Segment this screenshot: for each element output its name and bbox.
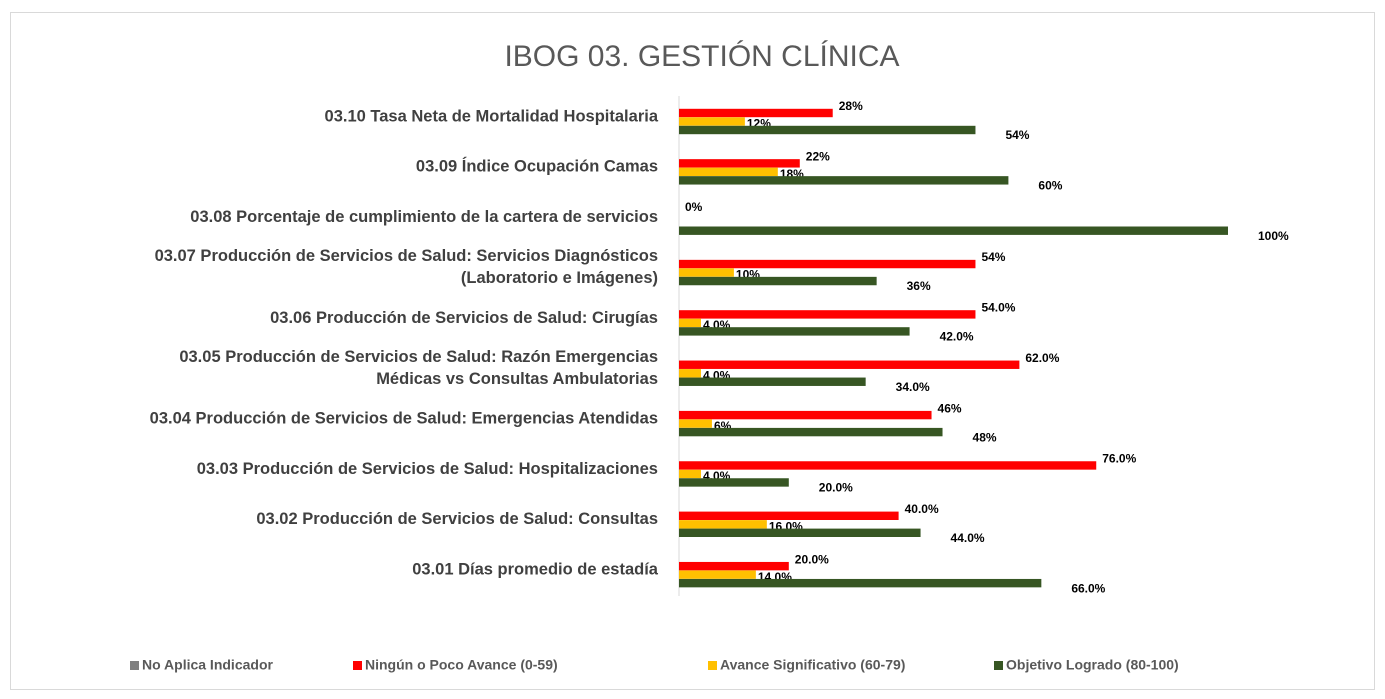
legend-label: Avance Significativo (60-79) (720, 657, 905, 673)
value-label: 54% (1005, 128, 1029, 142)
legend-label: No Aplica Indicador (142, 657, 273, 673)
bar (679, 176, 1009, 185)
legend-swatch (353, 661, 362, 670)
bar (679, 570, 756, 579)
value-label: 20.0% (819, 481, 853, 495)
category-label: 03.10 Tasa Neta de Mortalidad Hospitalar… (325, 107, 659, 125)
bar (679, 268, 734, 277)
category-line: 03.05 Producción de Servicios de Salud: … (179, 348, 658, 366)
bar (679, 276, 877, 286)
legend-label: Objetivo Logrado (80-100) (1006, 657, 1179, 673)
bar (679, 159, 800, 168)
value-label: 54% (981, 250, 1005, 264)
category-label: 03.02 Producción de Servicios de Salud: … (256, 510, 658, 528)
value-label: 34.0% (896, 380, 930, 394)
legend-swatch (130, 661, 139, 670)
bar (679, 226, 1228, 235)
bar (679, 410, 932, 420)
category-label: 03.05 Producción de Servicios de Salud: … (179, 348, 658, 388)
value-label: 54.0% (981, 301, 1015, 315)
bar (679, 125, 976, 135)
category-label: 03.03 Producción de Servicios de Salud: … (197, 460, 658, 478)
legend-swatch (994, 661, 1003, 670)
category-label: 03.01 Días promedio de estadía (412, 561, 659, 579)
value-label: 28% (839, 99, 863, 113)
bar (679, 117, 745, 126)
bar (679, 561, 789, 571)
bar (679, 419, 712, 428)
value-label: 76.0% (1102, 452, 1136, 466)
bar (679, 511, 899, 520)
bar (679, 360, 1020, 369)
category-label: 03.09 Índice Ocupación Camas (416, 157, 658, 176)
value-label: 44.0% (951, 531, 985, 545)
bar (679, 327, 910, 336)
value-label: 48% (973, 430, 997, 444)
value-label: 66.0% (1071, 581, 1105, 595)
value-label: 40.0% (905, 502, 939, 516)
bar (679, 259, 976, 269)
value-label: 42.0% (940, 330, 974, 344)
category-label: 03.08 Porcentaje de cumplimiento de la c… (190, 208, 658, 226)
category-label: 03.07 Producción de Servicios de Salud: … (155, 247, 658, 287)
bar (679, 108, 833, 118)
bar (679, 167, 778, 177)
value-label: 60% (1038, 179, 1062, 193)
bar (679, 427, 943, 437)
category-line: Médicas vs Consultas Ambulatorias (376, 370, 658, 388)
bar (679, 377, 866, 386)
category-line: (Laboratorio e Imágenes) (461, 269, 658, 287)
bar (679, 520, 767, 529)
category-label: 03.06 Producción de Servicios de Salud: … (270, 309, 658, 327)
bar (679, 469, 701, 479)
bar (679, 310, 976, 319)
value-label: 22% (806, 150, 830, 164)
bar (679, 369, 701, 378)
bar (679, 318, 701, 328)
chart-title: IBOG 03. GESTIÓN CLÍNICA (504, 40, 899, 73)
legend-swatch (708, 661, 717, 670)
value-label: 100% (1258, 229, 1289, 243)
value-label: 46% (938, 401, 962, 415)
bar (679, 478, 789, 487)
value-label: 0% (685, 200, 703, 214)
legend-label: Ningún o Poco Avance (0-59) (365, 657, 558, 673)
value-label: 36% (907, 279, 931, 293)
bar (679, 578, 1042, 588)
category-label: 03.04 Producción de Servicios de Salud: … (150, 409, 658, 427)
category-line: 03.07 Producción de Servicios de Salud: … (155, 247, 658, 265)
bar (679, 461, 1097, 470)
value-label: 20.0% (795, 552, 829, 566)
bar (679, 528, 921, 537)
value-label: 62.0% (1025, 351, 1059, 365)
